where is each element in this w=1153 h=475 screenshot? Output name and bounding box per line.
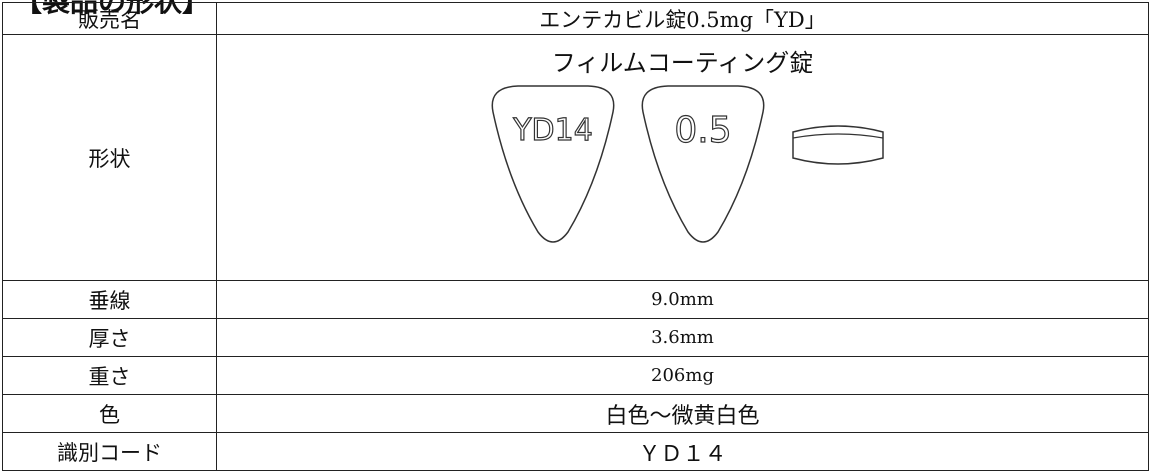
- cell: 重さ: [2, 356, 217, 395]
- cell: 形状: [2, 34, 217, 281]
- row: 色白色～微黄白色: [2, 394, 1149, 433]
- row: 形状 フィルムコーティング錠 YD14 0.5: [2, 34, 1149, 281]
- tablet-back: [641, 85, 764, 243]
- tablet-side: [791, 125, 884, 165]
- cell: フィルムコーティング錠 YD14 0.5: [216, 34, 1149, 281]
- cell: 識別コード: [2, 432, 217, 471]
- row: 識別コード ＹＤ１４: [2, 432, 1149, 471]
- cell: 販売名: [2, 2, 217, 35]
- imprint: YD14: [512, 113, 593, 148]
- cell: 垂線: [2, 280, 217, 319]
- tablet-drawings: YD14 0.5: [491, 85, 884, 243]
- cell: 色: [2, 394, 217, 433]
- cell: 3.6mm: [216, 318, 1149, 357]
- cell: ＹＤ１４: [216, 432, 1149, 471]
- cell: 白色～微黄白色: [216, 394, 1149, 433]
- row: 重さ 206mg: [2, 356, 1149, 395]
- cell: エンテカビル錠0.5mg「YD」: [216, 2, 1149, 35]
- tablet-front: [491, 85, 614, 243]
- cell: 9.0mm: [216, 280, 1149, 319]
- cell: 厚さ: [2, 318, 217, 357]
- row: 厚さ 3.6mm: [2, 318, 1149, 357]
- cell: 206mg: [216, 356, 1149, 395]
- row: 販売名 エンテカビル錠0.5mg「YD」: [2, 2, 1149, 35]
- tablet-edge: [792, 133, 883, 139]
- row: 垂線 9.0mm: [2, 280, 1149, 319]
- imprint: 0.5: [674, 110, 731, 151]
- shape-text: フィルムコーティング錠: [551, 49, 814, 77]
